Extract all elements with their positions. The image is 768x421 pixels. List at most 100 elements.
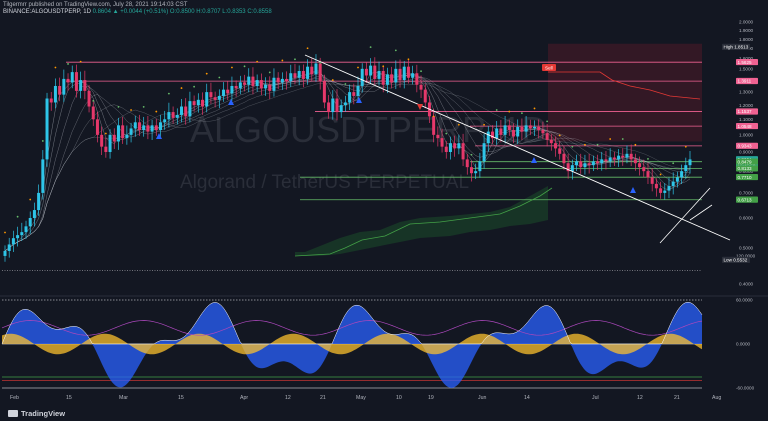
signal-dot — [571, 145, 574, 148]
candle-body — [175, 114, 179, 118]
signal-dot — [445, 132, 448, 135]
candle-body — [537, 126, 541, 131]
candle-body — [432, 116, 436, 135]
signal-dot — [609, 138, 612, 140]
price-tag — [722, 256, 750, 263]
candle-body — [327, 102, 331, 113]
signal-dot — [104, 132, 107, 135]
price-tag-label: 1.0548 — [738, 124, 752, 129]
candle-body — [209, 92, 213, 98]
ascending-channel-upper — [689, 204, 713, 221]
candle-body — [436, 134, 440, 139]
candle-body — [495, 128, 499, 139]
candle-body — [331, 98, 335, 113]
candle-body — [322, 81, 326, 103]
symbol-name[interactable]: BINANCE:ALGOUSDTPERP, 1D — [3, 9, 91, 15]
candle-body — [406, 66, 410, 78]
watermark-symbol: ALGOUSDTPERP, 1D — [190, 109, 547, 150]
price-tag-label: 0.7710 — [738, 175, 752, 180]
candle-body — [646, 171, 650, 178]
candle-body — [394, 68, 398, 83]
chart-watermark: ALGOUSDTPERP, 1D Algorand / TetherUS PER… — [180, 109, 547, 193]
candle-body — [549, 139, 553, 144]
price-tag — [722, 43, 750, 50]
price-tag-label: 0.9343 — [738, 144, 752, 149]
sell-triangle-icon — [417, 104, 423, 110]
candle-body — [268, 84, 272, 91]
candle-body — [116, 125, 120, 142]
candle-body — [528, 125, 532, 129]
y-tick-label: 0.4000 — [739, 282, 753, 287]
osc-y-tick-label: 60.0000 — [736, 298, 753, 303]
signal-dot — [281, 59, 284, 62]
candle-body — [385, 74, 389, 85]
candle-body — [621, 155, 625, 158]
candle-body — [364, 68, 368, 76]
candle-body — [352, 92, 356, 96]
candle-body — [108, 134, 112, 152]
signal-dot — [218, 76, 221, 79]
x-tick-label: 21 — [320, 395, 326, 401]
signal-dot — [596, 143, 599, 146]
candle-body — [524, 125, 528, 132]
candle-body — [11, 238, 15, 245]
candle-body — [310, 66, 314, 75]
candle-body — [511, 130, 515, 137]
price-tag-label: 0.6713 — [738, 197, 752, 202]
candle-body — [28, 217, 32, 227]
signal-dot — [67, 63, 69, 65]
candle-body — [566, 163, 570, 172]
candle-body — [184, 106, 188, 117]
candle-body — [558, 148, 562, 154]
signal-dot — [470, 153, 473, 156]
candle-body — [100, 134, 104, 147]
y-tick-label: 1.1000 — [739, 117, 753, 122]
x-tick-label: Mar — [119, 395, 128, 401]
candle-body — [53, 85, 57, 103]
y-tick-label: 1.5000 — [739, 66, 753, 71]
y-tick-label: 1.2000 — [739, 103, 753, 108]
price-tag — [736, 165, 758, 172]
candle-body — [499, 128, 503, 135]
signal-dot — [167, 92, 170, 95]
candle-body — [91, 106, 95, 120]
y-tick-label: 1.8000 — [739, 37, 753, 42]
signal-dot — [79, 60, 82, 63]
y-tick-label: 0.9000 — [739, 150, 753, 155]
candle-body — [171, 112, 175, 118]
signal-dot — [180, 87, 183, 89]
signal-dot — [369, 46, 372, 49]
candle-body — [411, 73, 415, 78]
signal-dot — [357, 66, 359, 69]
sell-zone — [548, 43, 702, 142]
signal-dot — [193, 85, 196, 88]
candle-body — [146, 125, 150, 132]
candle-body — [503, 125, 507, 135]
candle-body — [583, 163, 587, 168]
ma-ribbon-line — [4, 79, 691, 252]
candle-body — [398, 68, 402, 81]
price-tag-label: 0.8133 — [738, 166, 752, 171]
candle-body — [3, 250, 7, 256]
candle-body — [121, 125, 125, 139]
price-tag — [736, 77, 758, 85]
candle-body — [381, 71, 385, 85]
candle-body — [667, 186, 671, 191]
candle-body — [37, 192, 41, 211]
candle-body — [133, 122, 137, 129]
candle-body — [264, 84, 268, 89]
signal-dot — [621, 138, 624, 140]
candle-body — [654, 183, 658, 189]
signal-dot — [205, 72, 208, 75]
signal-dot — [92, 99, 95, 102]
y-tick-label: 0.6000 — [739, 216, 753, 221]
candle-body — [297, 71, 301, 78]
candle-body — [587, 163, 591, 166]
signal-dot — [231, 66, 233, 69]
buy-triangle-icon — [156, 133, 162, 139]
candle-body — [642, 167, 646, 172]
x-tick-label: 15 — [66, 395, 72, 401]
x-tick-label: Jun — [478, 395, 486, 401]
candle-body — [356, 85, 360, 96]
